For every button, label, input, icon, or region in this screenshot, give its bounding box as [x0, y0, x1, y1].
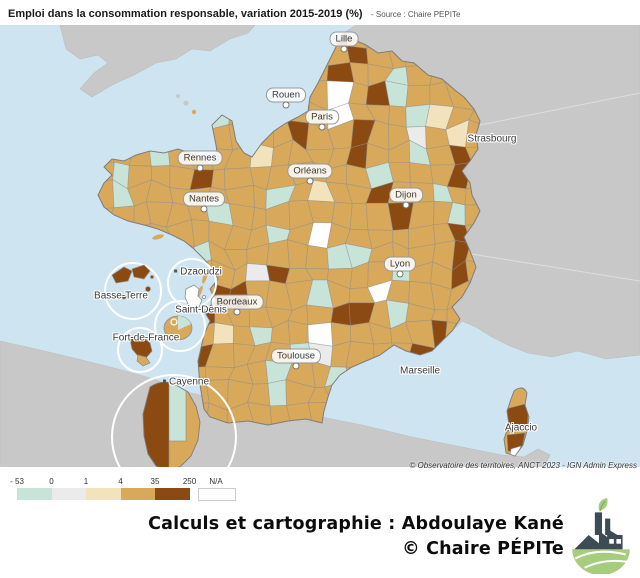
legend-break: - 53	[10, 477, 24, 486]
land-south	[0, 340, 551, 467]
islet	[191, 109, 197, 115]
ring-cayenne	[111, 374, 237, 467]
department	[405, 84, 431, 108]
green-hills	[572, 549, 630, 574]
department	[253, 184, 267, 210]
map-title-bar: Emploi dans la consommation responsable,…	[8, 4, 638, 22]
department	[266, 239, 291, 269]
legend-break: 0	[49, 477, 54, 486]
ring-basse-terre	[104, 262, 162, 320]
department	[287, 320, 309, 345]
legend-break: 250	[182, 477, 197, 486]
leaf-icon	[598, 498, 608, 512]
department	[305, 244, 329, 270]
department	[388, 105, 407, 128]
department	[346, 45, 369, 65]
department	[189, 169, 215, 191]
department	[349, 202, 369, 231]
legend-swatches	[17, 488, 190, 500]
island-martinique	[129, 335, 153, 367]
island-mayotte	[184, 284, 206, 310]
map-canvas: Lille Rouen Paris Strasbourg Rennes Orléans Na…	[0, 25, 640, 470]
page-title: Emploi dans la consommation responsable,…	[8, 8, 363, 20]
legend-na-label: N/A	[209, 477, 223, 486]
island-reunion	[163, 315, 193, 341]
chaire-pepite-logo	[572, 498, 630, 574]
factory-icon	[574, 512, 623, 550]
department	[409, 182, 435, 204]
legend-class-swatch	[155, 488, 190, 500]
credits: Calculs et cartographie : Abdoulaye Kané…	[148, 512, 564, 562]
credits-line1: Calculs et cartographie : Abdoulaye Kané	[148, 514, 564, 534]
credits-line2: © Chaire PÉPITe	[402, 539, 564, 559]
department	[468, 109, 480, 130]
department	[306, 304, 334, 326]
land-uk	[59, 25, 256, 98]
department	[210, 168, 226, 191]
department	[409, 162, 434, 184]
department	[289, 342, 313, 364]
legend-class-swatch	[120, 488, 155, 500]
neighbor-border	[464, 252, 640, 282]
islet	[152, 234, 164, 240]
source-note: - Source : Chaire PEPITe	[371, 10, 461, 19]
legend-na-swatch	[198, 488, 236, 501]
legend-break-labels: - 53 0 1 4 35 250	[10, 477, 257, 487]
department	[326, 62, 355, 83]
islet	[176, 94, 180, 98]
factory-window	[609, 539, 614, 544]
island-guyane	[142, 381, 201, 467]
france-outline	[97, 32, 481, 426]
legend-class-swatch	[86, 488, 121, 500]
department	[267, 379, 287, 407]
choropleth-map	[0, 25, 640, 467]
department	[212, 322, 234, 345]
department	[307, 322, 334, 347]
legend-break: 1	[83, 477, 89, 486]
map-attribution: © Observatoire des territoires, ANCT 202…	[409, 461, 637, 470]
island-guadeloupe	[111, 264, 154, 300]
legend-break: 35	[150, 477, 160, 486]
islet	[202, 270, 208, 284]
legend-class-swatch	[51, 488, 86, 500]
corsica	[503, 387, 530, 457]
ring-saint-denis	[154, 300, 206, 352]
legend: - 53 0 1 4 35 250 N/A	[10, 477, 257, 505]
ring-fort-de-france	[117, 327, 163, 373]
factory-window	[616, 539, 622, 544]
legend-break: 4	[118, 477, 123, 486]
legend-class-swatch	[17, 488, 52, 500]
department	[245, 263, 271, 282]
islet	[183, 100, 189, 106]
neighbor-border	[479, 92, 640, 126]
